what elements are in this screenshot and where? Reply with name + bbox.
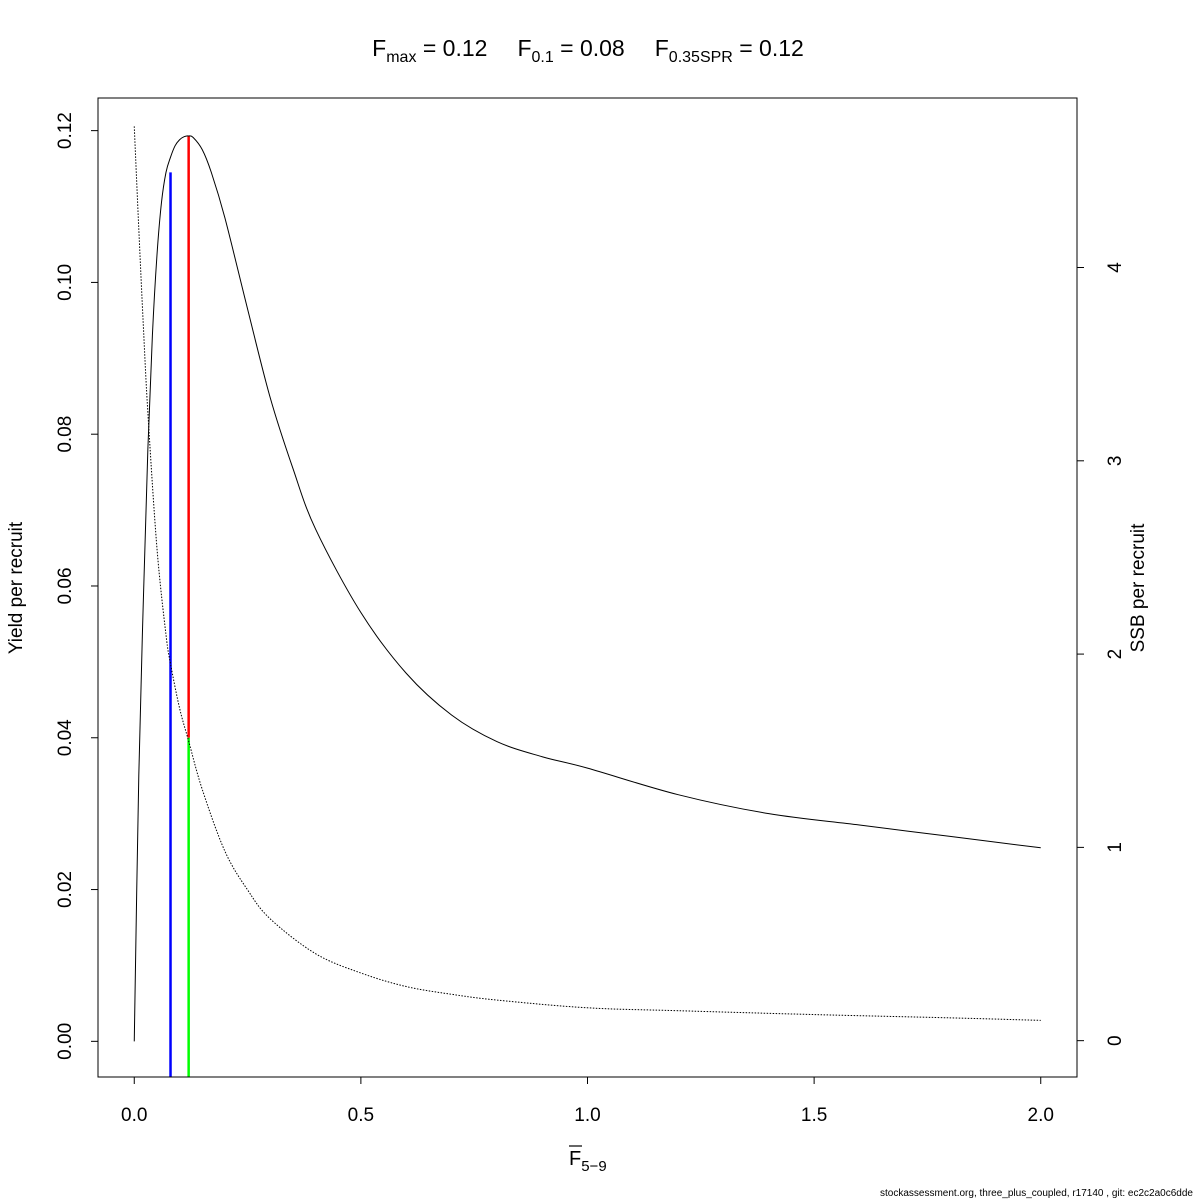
y-left-tick-label: 0.08 bbox=[55, 416, 76, 453]
y-right-tick-label: 0 bbox=[1105, 1035, 1126, 1046]
y-left-tick-label: 0.10 bbox=[55, 264, 76, 301]
y-axis-left: 0.00 0.02 0.04 0.06 0.08 0.10 0.12 bbox=[55, 112, 99, 1060]
footer-text: stockassessment.org, three_plus_coupled,… bbox=[880, 1188, 1193, 1199]
x-tick-label: 0.0 bbox=[121, 1105, 147, 1126]
yield-per-recruit-line bbox=[133, 135, 1041, 1042]
x-axis: 0.0 0.5 1.0 1.5 2.0 bbox=[121, 1076, 1054, 1126]
y-axis-right-label: SSB per recruit bbox=[1128, 523, 1149, 653]
chart-title: Fmax = 0.12 F0.1 = 0.08 F0.35SPR = 0.12 bbox=[372, 35, 804, 66]
y-right-tick-label: 1 bbox=[1105, 842, 1126, 853]
y-left-tick-label: 0.04 bbox=[55, 719, 76, 756]
title-symbol: F bbox=[517, 35, 531, 61]
title-value: = 0.08 bbox=[554, 35, 625, 61]
title-symbol: F bbox=[372, 35, 386, 61]
title-symbol: F bbox=[655, 35, 669, 61]
y-right-tick-label: 2 bbox=[1105, 649, 1126, 660]
y-axis-left-label: Yield per recruit bbox=[6, 521, 27, 654]
reference-lines bbox=[169, 135, 190, 1077]
title-text: Fmax = 0.12 F0.1 = 0.08 F0.35SPR = 0.12 bbox=[372, 35, 804, 66]
y-left-tick-label: 0.12 bbox=[55, 112, 76, 149]
plot-frame bbox=[97, 97, 1078, 1078]
series-lines bbox=[133, 126, 1041, 1042]
title-subscript: 0.35SPR bbox=[669, 49, 733, 66]
x-axis-label-symbol: F bbox=[569, 1148, 581, 1170]
x-tick-label: 2.0 bbox=[1028, 1105, 1054, 1126]
y-left-tick-label: 0.06 bbox=[55, 567, 76, 604]
x-axis-label-subscript: 5−9 bbox=[581, 1158, 606, 1175]
title-value: = 0.12 bbox=[733, 35, 804, 61]
x-tick-label: 0.5 bbox=[348, 1105, 374, 1126]
y-right-tick-label: 4 bbox=[1105, 262, 1126, 273]
y-right-tick-label: 3 bbox=[1105, 456, 1126, 467]
title-subscript: max bbox=[386, 49, 416, 66]
title-subscript: 0.1 bbox=[532, 49, 554, 66]
y-left-tick-label: 0.00 bbox=[55, 1023, 76, 1060]
y-axis-right: 0 1 2 3 4 bbox=[1076, 262, 1126, 1046]
ssb-per-recruit-line bbox=[133, 126, 1041, 1021]
x-axis-label-text: F5−9 bbox=[569, 1148, 607, 1175]
title-value: = 0.12 bbox=[416, 35, 487, 61]
x-axis-label: F5−9 bbox=[569, 1145, 607, 1175]
x-tick-label: 1.5 bbox=[801, 1105, 827, 1126]
x-tick-label: 1.0 bbox=[574, 1105, 600, 1126]
y-left-tick-label: 0.02 bbox=[55, 871, 76, 908]
